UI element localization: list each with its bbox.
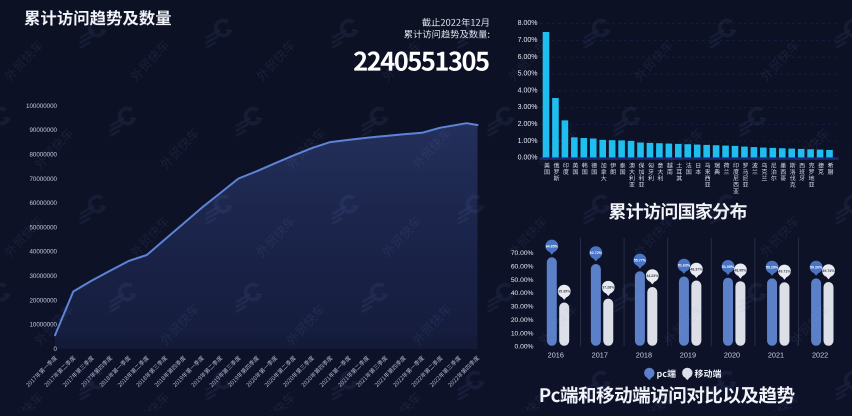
svg-text:50.00%: 50.00% xyxy=(511,277,534,284)
svg-text:2.00%: 2.00% xyxy=(518,121,538,128)
svg-text:2016: 2016 xyxy=(548,351,564,360)
svg-text:60000000: 60000000 xyxy=(29,200,57,207)
svg-text:10000000: 10000000 xyxy=(29,322,57,329)
svg-text:20000000: 20000000 xyxy=(29,297,57,304)
svg-text:4.00%: 4.00% xyxy=(518,87,538,94)
svg-text:70000000: 70000000 xyxy=(29,176,57,183)
svg-text:35.35%: 35.35% xyxy=(558,290,571,294)
svg-text:49.71%: 49.71% xyxy=(778,269,791,273)
svg-text:55.77%: 55.77% xyxy=(634,258,647,262)
svg-text:0: 0 xyxy=(54,346,58,353)
svg-text:3.00%: 3.00% xyxy=(518,104,538,111)
svg-text:50.26%: 50.26% xyxy=(810,265,823,269)
svg-text:100000000: 100000000 xyxy=(26,103,58,110)
svg-text:60.00%: 60.00% xyxy=(511,264,534,271)
svg-text:2018: 2018 xyxy=(636,351,652,360)
svg-text:10.00%: 10.00% xyxy=(511,330,534,337)
svg-text:5.00%: 5.00% xyxy=(518,71,538,78)
svg-text:44.23%: 44.23% xyxy=(646,274,659,278)
svg-text:20.00%: 20.00% xyxy=(511,317,534,324)
svg-text:0.00%: 0.00% xyxy=(515,344,534,351)
svg-text:50000000: 50000000 xyxy=(29,224,57,231)
svg-text:64.65%: 64.65% xyxy=(546,244,559,248)
svg-text:1.00%: 1.00% xyxy=(518,138,538,145)
svg-text:70.00%: 70.00% xyxy=(511,250,534,257)
svg-text:90000000: 90000000 xyxy=(29,127,57,134)
svg-text:7.00%: 7.00% xyxy=(518,37,538,44)
svg-text:2017: 2017 xyxy=(592,351,608,360)
svg-text:62.72%: 62.72% xyxy=(590,251,603,255)
svg-text:80000000: 80000000 xyxy=(29,152,57,159)
svg-text:40.00%: 40.00% xyxy=(511,290,534,297)
svg-text:30.00%: 30.00% xyxy=(511,304,534,311)
svg-text:2019: 2019 xyxy=(680,351,696,360)
svg-text:30000000: 30000000 xyxy=(29,273,57,280)
svg-text:2020: 2020 xyxy=(724,351,740,360)
svg-text:49.74%: 49.74% xyxy=(822,269,835,273)
svg-text:8.00%: 8.00% xyxy=(518,20,538,27)
svg-text:40000000: 40000000 xyxy=(29,249,57,256)
svg-text:2022: 2022 xyxy=(812,351,828,360)
svg-text:0.00%: 0.00% xyxy=(518,155,538,162)
svg-text:2021: 2021 xyxy=(768,351,784,360)
svg-text:51.05%: 51.05% xyxy=(722,265,735,269)
svg-text:50.29%: 50.29% xyxy=(766,265,779,269)
svg-text:51.63%: 51.63% xyxy=(678,264,691,268)
svg-text:48.95%: 48.95% xyxy=(734,268,747,272)
svg-text:48.37%: 48.37% xyxy=(690,268,703,272)
svg-text:37.28%: 37.28% xyxy=(602,286,615,290)
